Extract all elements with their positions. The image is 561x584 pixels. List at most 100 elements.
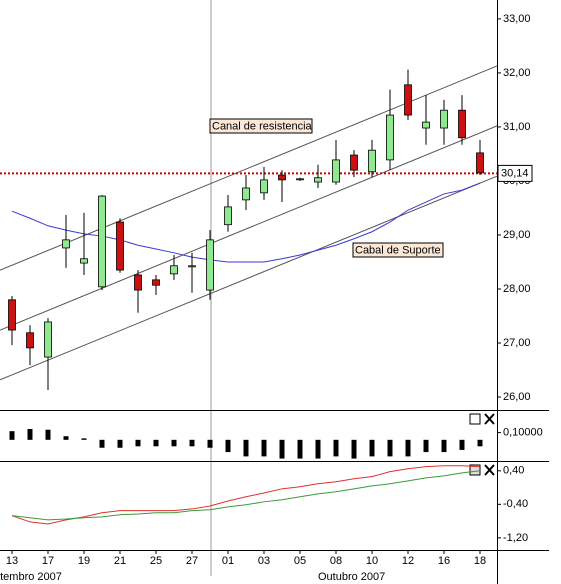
bar (477, 439, 483, 447)
bar (315, 439, 321, 459)
y-tick-label: 26,00 (503, 391, 531, 403)
candle-body (260, 179, 268, 194)
bar (243, 439, 249, 457)
x-tick-label: 18 (474, 555, 486, 567)
line (11, 465, 481, 525)
x-tick-label: 05 (294, 555, 306, 567)
annotation: Canal de resistencia (212, 120, 313, 132)
month-label: etembro 2007 (0, 571, 62, 583)
x-tick-label: 01 (222, 555, 234, 567)
bar (405, 439, 411, 457)
y-tick-label: -1,20 (503, 532, 528, 544)
bar (225, 439, 231, 453)
candle-body (386, 114, 394, 161)
close-button[interactable] (484, 413, 495, 425)
candle-body (98, 195, 106, 288)
candle-body (350, 154, 358, 171)
candle-body (8, 299, 16, 331)
candle-body (332, 159, 340, 183)
x-tick-label: 17 (42, 555, 54, 567)
bar (369, 439, 375, 457)
bar (171, 439, 177, 447)
bar (45, 429, 51, 440)
x-tick-label: 27 (186, 555, 198, 567)
candle-body (440, 109, 448, 129)
bar (153, 439, 159, 447)
x-tick-label: 13 (6, 555, 18, 567)
bar (189, 439, 195, 447)
line (11, 182, 481, 263)
bar (135, 439, 141, 447)
candle-body (404, 84, 412, 116)
price-label-box (497, 164, 533, 182)
bar (333, 439, 339, 457)
bar (441, 439, 447, 453)
line (11, 470, 481, 521)
candle-body (476, 152, 484, 174)
price-label: 30,14 (501, 167, 529, 179)
trendline (0, 65, 498, 271)
candle-body (206, 239, 214, 291)
x-tick-label: 10 (366, 555, 378, 567)
x-tick-label: 21 (114, 555, 126, 567)
candle-body (62, 239, 70, 249)
y-tick-label: 0,10000 (503, 427, 543, 439)
x-tick-label: 03 (258, 555, 270, 567)
candle-body (116, 221, 124, 271)
y-tick-label: -0,40 (503, 498, 528, 510)
candle-body (170, 265, 178, 275)
y-tick-label: 33,00 (503, 13, 531, 25)
bar (261, 439, 267, 457)
y-tick-label: 29,00 (503, 229, 531, 241)
candle-body (26, 332, 34, 349)
maximize-button[interactable] (469, 464, 481, 476)
candle-body (152, 279, 160, 286)
candle-body (44, 321, 52, 358)
candle-body (134, 274, 142, 291)
close-button[interactable] (484, 464, 495, 476)
candle-body (296, 178, 304, 181)
bar (81, 438, 87, 440)
bar (117, 439, 123, 448)
y-tick-label: 31,00 (503, 121, 531, 133)
month-label: Outubro 2007 (318, 571, 385, 583)
annotation-box (209, 118, 313, 134)
candle-body (188, 265, 196, 268)
bar (9, 431, 15, 440)
candle-body (368, 149, 376, 173)
bar (459, 439, 465, 450)
candle-body (224, 206, 232, 226)
y-tick-label: 32,00 (503, 67, 531, 79)
annotation: Cabal de Suporte (355, 244, 441, 256)
bar (99, 439, 105, 448)
candle-body (242, 187, 250, 201)
bar (27, 429, 33, 440)
trendline (0, 125, 498, 331)
x-tick-label: 25 (150, 555, 162, 567)
panel-controls (469, 413, 495, 476)
candle-body (314, 177, 322, 183)
x-tick-label: 12 (402, 555, 414, 567)
bar (279, 439, 285, 459)
bar (63, 436, 69, 440)
trendline (0, 175, 498, 381)
x-tick-label: 08 (330, 555, 342, 567)
candle-body (80, 258, 88, 264)
candle-body (458, 109, 466, 139)
annotation-box (352, 242, 444, 258)
bar (351, 439, 357, 459)
candle-body (422, 121, 430, 129)
bar (297, 439, 303, 459)
candle-body (278, 174, 286, 181)
bar (207, 439, 213, 448)
y-tick-label: 27,00 (503, 337, 531, 349)
x-tick-label: 16 (438, 555, 450, 567)
maximize-button[interactable] (469, 413, 481, 425)
x-tick-label: 19 (78, 555, 90, 567)
y-tick-label: 28,00 (503, 283, 531, 295)
bar (387, 439, 393, 457)
y-tick-label: 0,40 (503, 465, 524, 477)
bar (423, 439, 429, 453)
